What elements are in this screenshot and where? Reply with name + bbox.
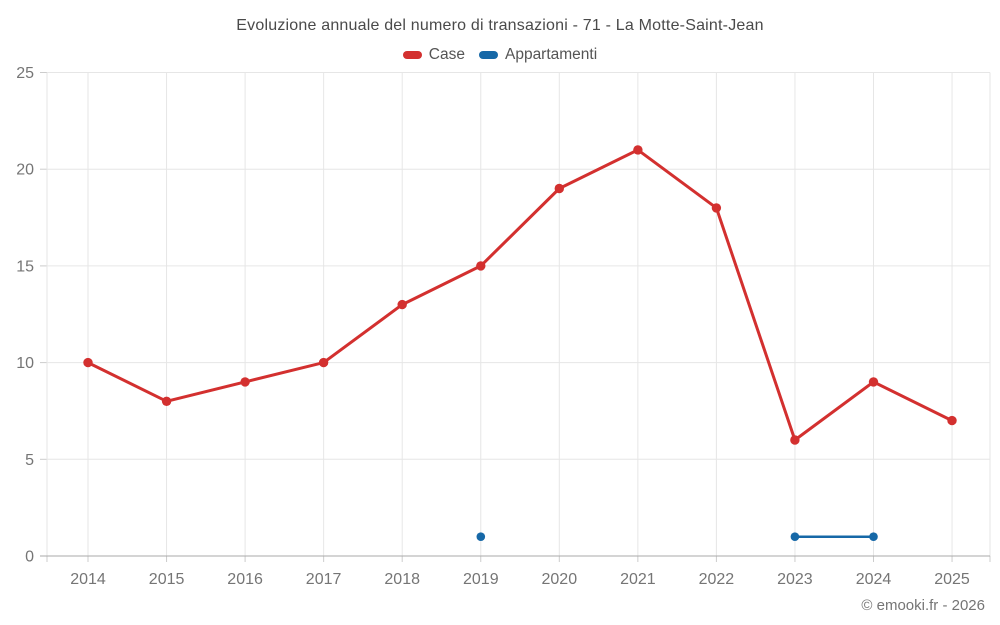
x-axis-labels: 2014 2015 2016 2017 2018 2019 2020 2021 2022 2023…	[70, 571, 970, 588]
data-point-case-2014	[83, 357, 93, 368]
legend-label: Appartamenti	[504, 46, 598, 63]
x-tick-label: 2017	[306, 571, 342, 588]
x-tick-label: 2015	[149, 571, 185, 588]
legend-swatch-case	[402, 51, 422, 59]
legend-label: Case	[428, 46, 465, 63]
y-tick-label: 15	[16, 258, 34, 275]
x-tick-label: 2025	[934, 571, 970, 588]
data-point-appartamenti-2024	[869, 532, 878, 541]
legend-swatch-appartamenti	[478, 51, 498, 59]
x-tick-label: 2020	[542, 571, 578, 588]
data-point-case-2020	[554, 183, 564, 194]
x-tick-label: 2019	[463, 571, 499, 588]
series-line-case	[87, 148, 953, 442]
x-tick-label: 2022	[699, 571, 735, 588]
data-point-case-2017	[318, 357, 329, 368]
gridlines	[40, 72, 991, 562]
x-tick-label: 2023	[777, 571, 813, 588]
y-tick-label: 5	[25, 452, 34, 469]
data-point-case-2021	[633, 145, 643, 155]
x-tick-label: 2018	[384, 571, 420, 588]
data-point-case-2018	[397, 299, 407, 310]
data-point-appartamenti-2019	[476, 532, 486, 541]
x-tick-label: 2016	[227, 571, 263, 588]
chart-legend: Case Appartamenti	[0, 46, 1000, 64]
data-point-case-2024	[868, 377, 879, 387]
y-axis-labels: 0 5 10 15 20 25	[16, 65, 34, 566]
y-tick-label: 0	[25, 549, 34, 566]
chart-title: Evoluzione annuale del numero di transaz…	[236, 17, 764, 34]
data-point-case-2016	[240, 377, 250, 387]
series-case	[83, 145, 957, 445]
series-appartamenti	[476, 532, 878, 541]
y-tick-label: 25	[16, 65, 34, 82]
copyright-footer: © emooki.fr - 2026	[861, 597, 985, 614]
data-point-appartamenti-2023	[790, 532, 800, 541]
data-point-case-2019	[476, 261, 486, 271]
x-tick-label: 2024	[856, 571, 892, 588]
y-tick-label: 10	[16, 355, 34, 372]
x-tick-label: 2021	[620, 571, 656, 588]
data-point-case-2015	[161, 396, 172, 406]
data-point-case-2022	[711, 203, 722, 213]
data-point-case-2023	[790, 435, 800, 445]
legend-item-appartamenti[interactable]: Appartamenti	[478, 46, 598, 64]
data-point-case-2025	[947, 415, 957, 426]
legend-item-case[interactable]: Case	[402, 46, 465, 64]
y-tick-label: 20	[16, 162, 34, 179]
x-tick-label: 2014	[70, 571, 106, 588]
